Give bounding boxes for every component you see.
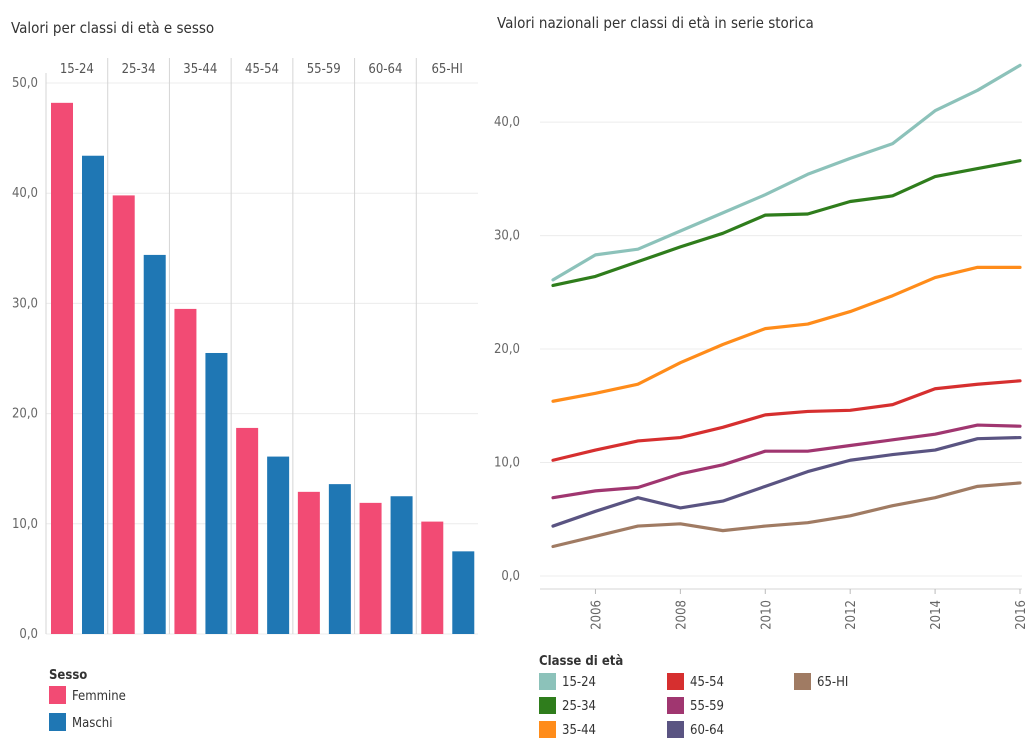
bar-category-label: 55-59 — [307, 62, 341, 77]
bar-y-tick-label: 20,0 — [12, 407, 38, 422]
bar-category-label: 15-24 — [60, 62, 94, 77]
bar-femmine-35-44 — [174, 308, 197, 634]
line-legend-swatch-60-64 — [667, 721, 684, 738]
line-chart-title: Valori nazionali per classi di età in se… — [497, 14, 814, 32]
bar-y-tick-label: 0,0 — [19, 627, 38, 642]
bar-femmine-15-24 — [51, 102, 73, 634]
bar-femmine-25-34 — [112, 195, 135, 635]
line-legend-label-45-54: 45-54 — [690, 675, 724, 690]
bar-category-label: 60-64 — [368, 62, 402, 77]
line-x-tick-label: 2008 — [674, 600, 689, 630]
bar-y-tick-label: 10,0 — [12, 517, 38, 532]
bar-femmine-65-HI — [421, 521, 444, 634]
line-series-25-34 — [551, 159, 1022, 288]
line-y-tick-label: 40,0 — [494, 115, 520, 130]
line-x-tick-label: 2006 — [589, 600, 604, 630]
bar-femmine-60-64 — [359, 502, 382, 634]
line-legend-swatch-25-34 — [539, 697, 556, 714]
line-legend-swatch-35-44 — [539, 721, 556, 738]
line-legend-label-25-34: 25-34 — [562, 699, 596, 714]
bar-maschi-25-34 — [143, 254, 166, 635]
line-series-45-54 — [551, 379, 1022, 462]
bar-y-tick-label: 40,0 — [12, 186, 38, 201]
line-series-15-24 — [551, 63, 1022, 282]
bar-femmine-55-59 — [297, 491, 320, 634]
line-x-tick-label: 2016 — [1014, 600, 1027, 630]
bar-chart-title: Valori per classi di età e sesso — [11, 19, 214, 37]
bar-legend-swatch-femmine — [49, 686, 66, 704]
line-legend-label-65-HI: 65-HI — [817, 675, 848, 690]
line-legend-label-60-64: 60-64 — [690, 723, 724, 738]
bar-legend-label-maschi: Maschi — [72, 716, 112, 731]
line-series-65-HI — [551, 481, 1022, 549]
line-x-tick-label: 2010 — [759, 600, 774, 630]
line-legend-title: Classe di età — [539, 654, 623, 669]
line-x-tick-label: 2014 — [929, 600, 944, 630]
line-series-55-59 — [551, 423, 1022, 500]
line-y-tick-label: 30,0 — [494, 229, 520, 244]
bar-maschi-60-64 — [390, 496, 413, 634]
bar-category-label: 65-HI — [431, 62, 462, 77]
bar-legend-label-femmine: Femmine — [72, 689, 126, 704]
bar-maschi-55-59 — [328, 484, 351, 634]
bar-category-label: 35-44 — [183, 62, 217, 77]
line-legend-swatch-65-HI — [794, 673, 811, 690]
line-legend-label-35-44: 35-44 — [562, 723, 596, 738]
line-legend-swatch-15-24 — [539, 673, 556, 690]
line-legend-label-55-59: 55-59 — [690, 699, 724, 714]
bar-maschi-45-54 — [267, 456, 290, 634]
bar-femmine-45-54 — [236, 427, 259, 634]
line-series-35-44 — [551, 265, 1022, 403]
bar-category-label: 25-34 — [122, 62, 156, 77]
line-y-tick-label: 10,0 — [494, 456, 520, 471]
line-legend-swatch-55-59 — [667, 697, 684, 714]
bar-legend-swatch-maschi — [49, 713, 66, 731]
line-legend-label-15-24: 15-24 — [562, 675, 596, 690]
bar-legend-title: Sesso — [49, 668, 87, 683]
line-y-tick-label: 20,0 — [494, 342, 520, 357]
bar-maschi-15-24 — [82, 155, 104, 634]
bar-category-label: 45-54 — [245, 62, 279, 77]
line-legend-swatch-45-54 — [667, 673, 684, 690]
bar-y-tick-label: 50,0 — [12, 76, 38, 91]
line-y-tick-label: 0,0 — [501, 569, 520, 584]
line-series-60-64 — [551, 435, 1022, 528]
line-x-tick-label: 2012 — [844, 600, 859, 630]
bar-y-tick-label: 30,0 — [12, 296, 38, 311]
bar-maschi-65-HI — [452, 551, 475, 634]
bar-maschi-35-44 — [205, 352, 228, 634]
